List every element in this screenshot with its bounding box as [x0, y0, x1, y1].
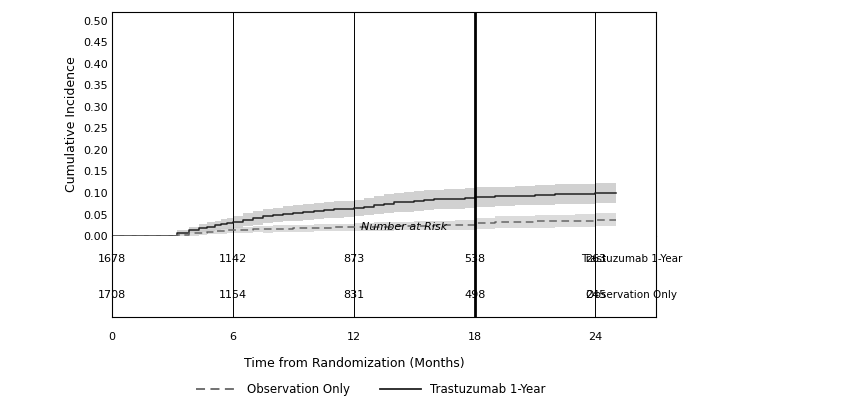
Text: 24: 24 [589, 332, 602, 342]
Trastuzumab 1-Year [349, 206, 359, 211]
Trastuzumab 1-Year [193, 228, 204, 232]
Trastuzumab 1-Year [318, 209, 329, 214]
Text: 0: 0 [109, 332, 116, 342]
Text: 1708: 1708 [98, 290, 126, 300]
Text: Trastuzumab 1-Year: Trastuzumab 1-Year [581, 254, 683, 264]
Text: 18: 18 [468, 332, 482, 342]
Observation Only [610, 217, 620, 222]
Text: 6: 6 [230, 332, 236, 342]
Line: Trastuzumab 1-Year: Trastuzumab 1-Year [112, 193, 615, 236]
Text: 12: 12 [347, 332, 361, 342]
Text: Number at Risk: Number at Risk [361, 222, 447, 232]
Trastuzumab 1-Year [278, 212, 288, 217]
Trastuzumab 1-Year [610, 190, 620, 195]
Observation Only [469, 222, 480, 227]
Text: 831: 831 [343, 290, 364, 300]
Observation Only [288, 226, 299, 231]
Observation Only [248, 227, 258, 232]
Observation Only [193, 231, 204, 236]
Text: 498: 498 [464, 290, 485, 300]
Text: 538: 538 [464, 254, 485, 264]
Observation Only [107, 234, 117, 239]
Text: 1678: 1678 [98, 254, 126, 264]
Text: Observation Only: Observation Only [586, 290, 677, 300]
Trastuzumab 1-Year [107, 234, 117, 239]
Observation Only [590, 217, 601, 222]
Observation Only [550, 219, 560, 223]
Text: 245: 245 [585, 290, 606, 300]
Trastuzumab 1-Year [590, 190, 601, 195]
Text: Time from Randomization (Months): Time from Randomization (Months) [243, 357, 464, 370]
Y-axis label: Cumulative Incidence: Cumulative Incidence [65, 56, 78, 192]
Text: 873: 873 [343, 254, 364, 264]
Line: Observation Only: Observation Only [112, 220, 615, 236]
Text: 263: 263 [585, 254, 606, 264]
Trastuzumab 1-Year [222, 221, 232, 226]
Observation Only [228, 228, 238, 232]
Trastuzumab 1-Year [429, 198, 439, 203]
Legend: Observation Only, Trastuzumab 1-Year: Observation Only, Trastuzumab 1-Year [192, 379, 551, 401]
Text: 1142: 1142 [219, 254, 247, 264]
Text: 1154: 1154 [219, 290, 247, 300]
